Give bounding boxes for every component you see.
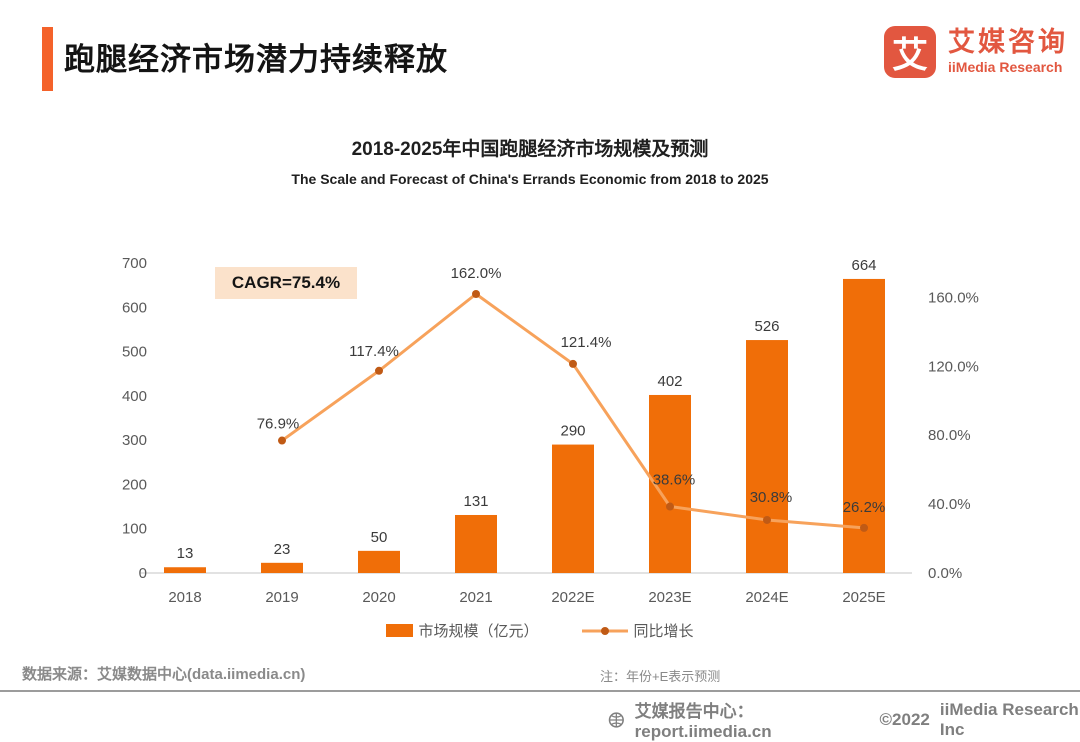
x-label-2025E: 2025E	[842, 589, 885, 606]
x-label-2021: 2021	[459, 589, 492, 606]
growth-line-series: 76.9% 117.4% 162.0% 121.4% 38.6% 30.8% 26.2%	[257, 265, 886, 532]
bar-value-2023E: 402	[657, 373, 682, 390]
legend-item-line: 同比增长	[581, 620, 694, 641]
growth-label-2021: 162.0%	[451, 265, 502, 282]
growth-point-2021	[472, 290, 480, 298]
bar-2022E	[552, 444, 594, 573]
market-scale-chart: 0 100 200 300 400 500 600 700 0.0% 40.0% 80.0% 120.…	[122, 255, 979, 606]
right-axis-tick: 0.0%	[928, 565, 962, 582]
growth-label-2025E: 26.2%	[843, 499, 886, 516]
logo-name-en: iiMedia Research	[948, 59, 1063, 75]
growth-point-2020	[375, 366, 383, 375]
bar-value-2022E: 290	[560, 423, 585, 440]
bar-series: 13 2018 23 2019 50 2020 131 2021 290 2022E 402 2023…	[164, 257, 886, 606]
legend-line-label: 同比增长	[633, 623, 694, 640]
left-axis-tick: 600	[122, 299, 147, 316]
growth-label-2022E: 121.4%	[561, 334, 612, 351]
bar-2024E	[746, 340, 788, 573]
forecast-note: 注：年份+E表示预测	[600, 669, 721, 684]
right-axis-tick: 160.0%	[928, 289, 979, 306]
growth-point-2025E	[860, 523, 868, 532]
bar-value-2024E: 526	[754, 318, 779, 335]
chart-legend: 市场规模（亿元） 同比增长	[0, 620, 1080, 641]
bar-value-2025E: 664	[851, 257, 876, 274]
x-label-2024E: 2024E	[745, 589, 788, 606]
left-axis-tick: 400	[122, 388, 147, 405]
footer-divider	[0, 690, 1080, 692]
title-accent-bar	[42, 27, 53, 91]
logo-texts: 艾媒咨询 iiMedia Research	[948, 26, 1068, 76]
chart-title-en: The Scale and Forecast of China's Errand…	[291, 171, 769, 187]
growth-label-2024E: 30.8%	[750, 489, 793, 506]
growth-point-2024E	[763, 515, 771, 524]
line-swatch-icon	[581, 626, 628, 635]
growth-point-2019	[278, 436, 286, 445]
left-axis-tick: 0	[139, 565, 147, 582]
right-axis-tick: 120.0%	[928, 358, 979, 375]
left-axis-tick: 200	[122, 476, 147, 493]
left-axis-tick: 300	[122, 432, 147, 449]
iimedia-logo-icon: 艾	[884, 26, 936, 78]
bar-2019	[261, 562, 303, 573]
right-axis-ticks: 0.0% 40.0% 80.0% 120.0% 160.0%	[928, 289, 979, 582]
growth-label-2023E: 38.6%	[653, 472, 696, 489]
page-title: 跑腿经济市场潜力持续释放	[64, 42, 448, 77]
logo-name-cn: 艾媒咨询	[948, 27, 1068, 57]
left-axis-tick: 500	[122, 344, 147, 361]
x-label-2019: 2019	[265, 589, 298, 606]
x-label-2022E: 2022E	[551, 589, 594, 606]
growth-label-2020: 117.4%	[349, 343, 399, 360]
bar-value-2020: 50	[371, 529, 388, 546]
growth-label-2019: 76.9%	[257, 416, 300, 433]
bar-value-2021: 131	[463, 493, 488, 510]
chart-title-cn: 2018-2025年中国跑腿经济市场规模及预测	[351, 139, 709, 160]
growth-point-2022E	[569, 359, 577, 368]
bar-2021	[455, 514, 497, 573]
bar-2018	[164, 567, 206, 573]
bar-2020	[358, 550, 400, 573]
right-axis-tick: 80.0%	[928, 427, 971, 444]
left-axis-tick: 100	[122, 521, 147, 538]
x-label-2018: 2018	[168, 589, 201, 606]
cagr-annotation: CAGR=75.4%	[215, 267, 357, 299]
bar-swatch-icon	[386, 624, 414, 637]
bar-value-2018: 13	[177, 545, 194, 562]
right-axis-tick: 40.0%	[928, 496, 971, 513]
bar-value-2019: 23	[274, 541, 291, 558]
chart-title-block: 2018-2025年中国跑腿经济市场规模及预测 The Scale and Fo…	[0, 134, 1060, 187]
legend-bar-label: 市场规模（亿元）	[418, 623, 539, 640]
left-axis-tick: 700	[122, 255, 147, 272]
report-page: { "header": { "title": "跑腿经济市场潜力持续释放", "…	[0, 26, 1080, 741]
legend-item-bar: 市场规模（亿元）	[386, 620, 539, 641]
left-axis-ticks: 0 100 200 300 400 500 600 700	[122, 255, 147, 582]
x-label-2020: 2020	[362, 589, 395, 606]
x-label-2023E: 2023E	[648, 589, 691, 606]
iimedia-logo: 艾 艾媒咨询 iiMedia Research	[884, 26, 1068, 78]
data-source-note: 数据来源：艾媒数据中心(data.iimedia.cn)	[22, 666, 306, 683]
growth-point-2023E	[666, 502, 674, 511]
